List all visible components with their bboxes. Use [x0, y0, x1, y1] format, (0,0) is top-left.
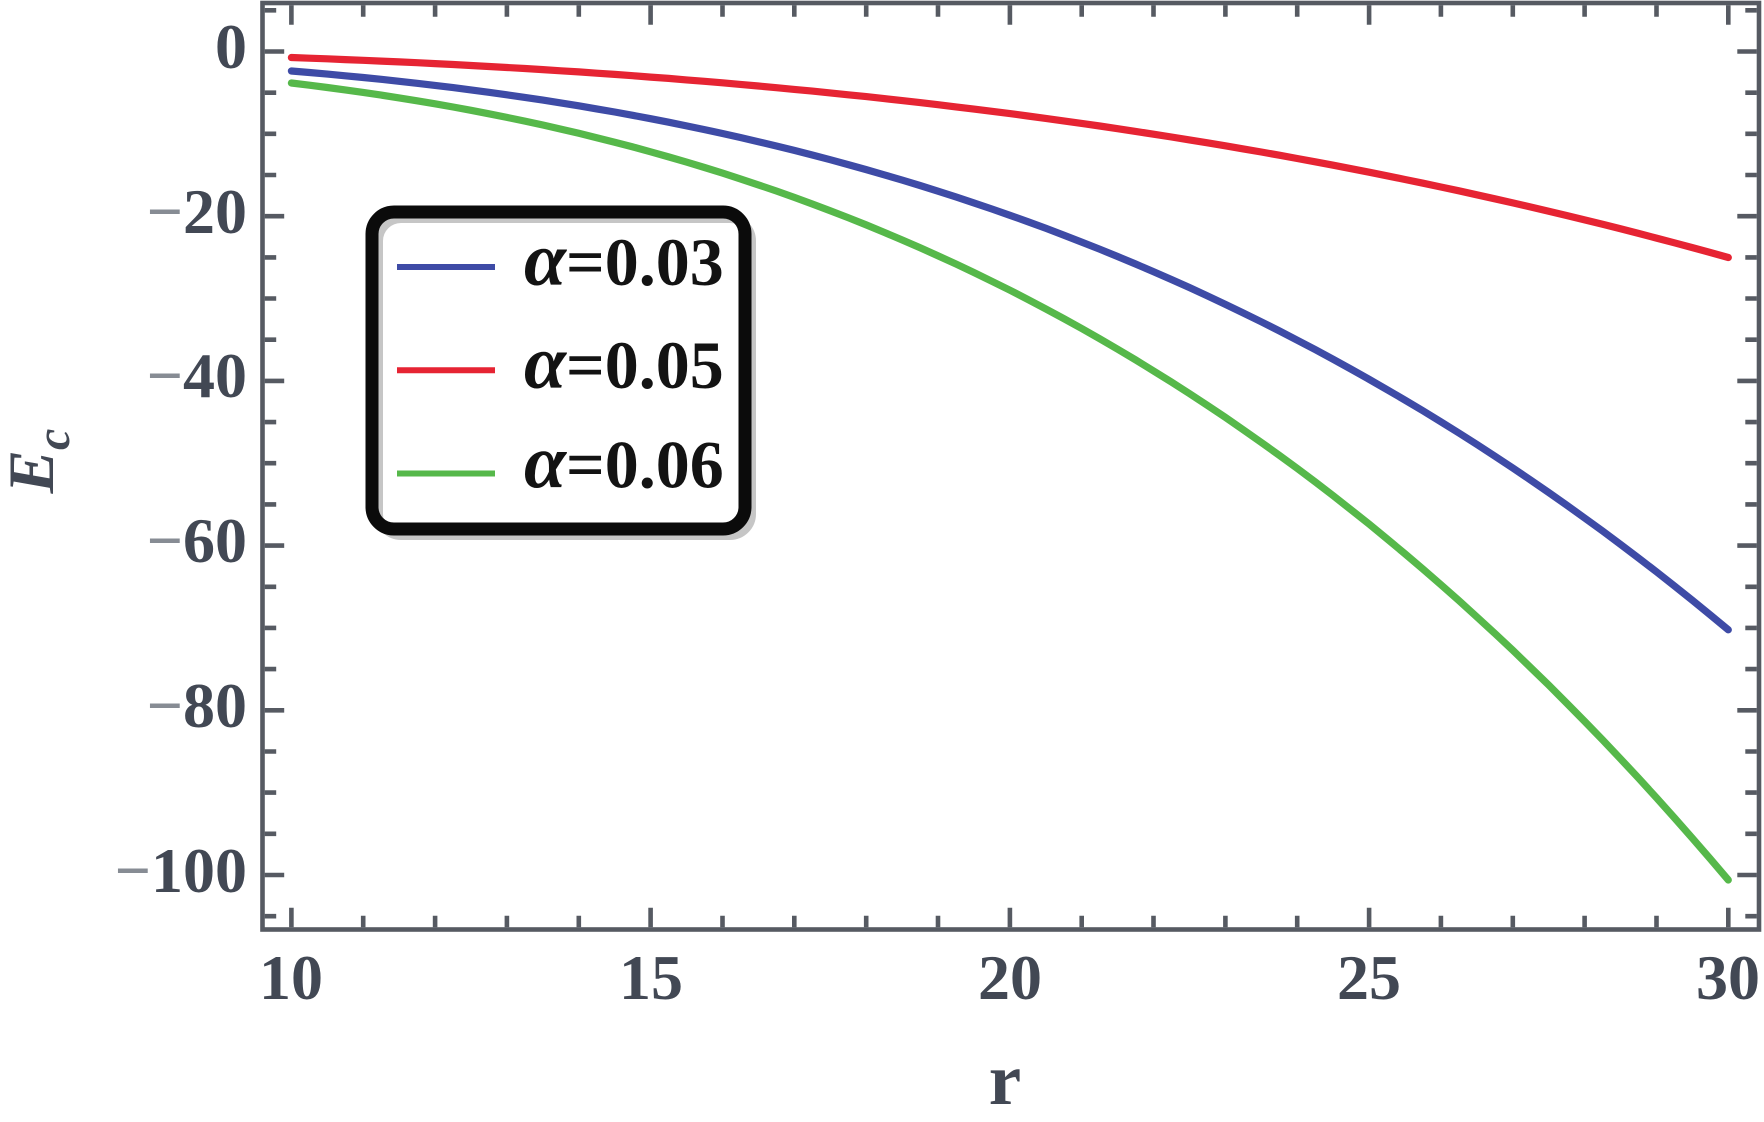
- svg-text:−100: −100: [115, 835, 247, 906]
- svg-text:30: 30: [1696, 942, 1760, 1013]
- svg-text:α=0.05: α=0.05: [524, 321, 724, 405]
- svg-text:−80: −80: [147, 670, 247, 741]
- svg-text:−60: −60: [147, 505, 247, 576]
- svg-text:α=0.03: α=0.03: [524, 218, 724, 302]
- svg-text:r: r: [989, 1039, 1021, 1120]
- svg-text:−40: −40: [147, 340, 247, 411]
- svg-text:15: 15: [619, 942, 683, 1013]
- svg-text:25: 25: [1337, 942, 1401, 1013]
- svg-text:0: 0: [215, 11, 247, 82]
- svg-text:10: 10: [259, 942, 323, 1013]
- svg-text:20: 20: [978, 942, 1042, 1013]
- svg-text:−20: −20: [147, 176, 247, 247]
- svg-text:α=0.06: α=0.06: [524, 421, 724, 505]
